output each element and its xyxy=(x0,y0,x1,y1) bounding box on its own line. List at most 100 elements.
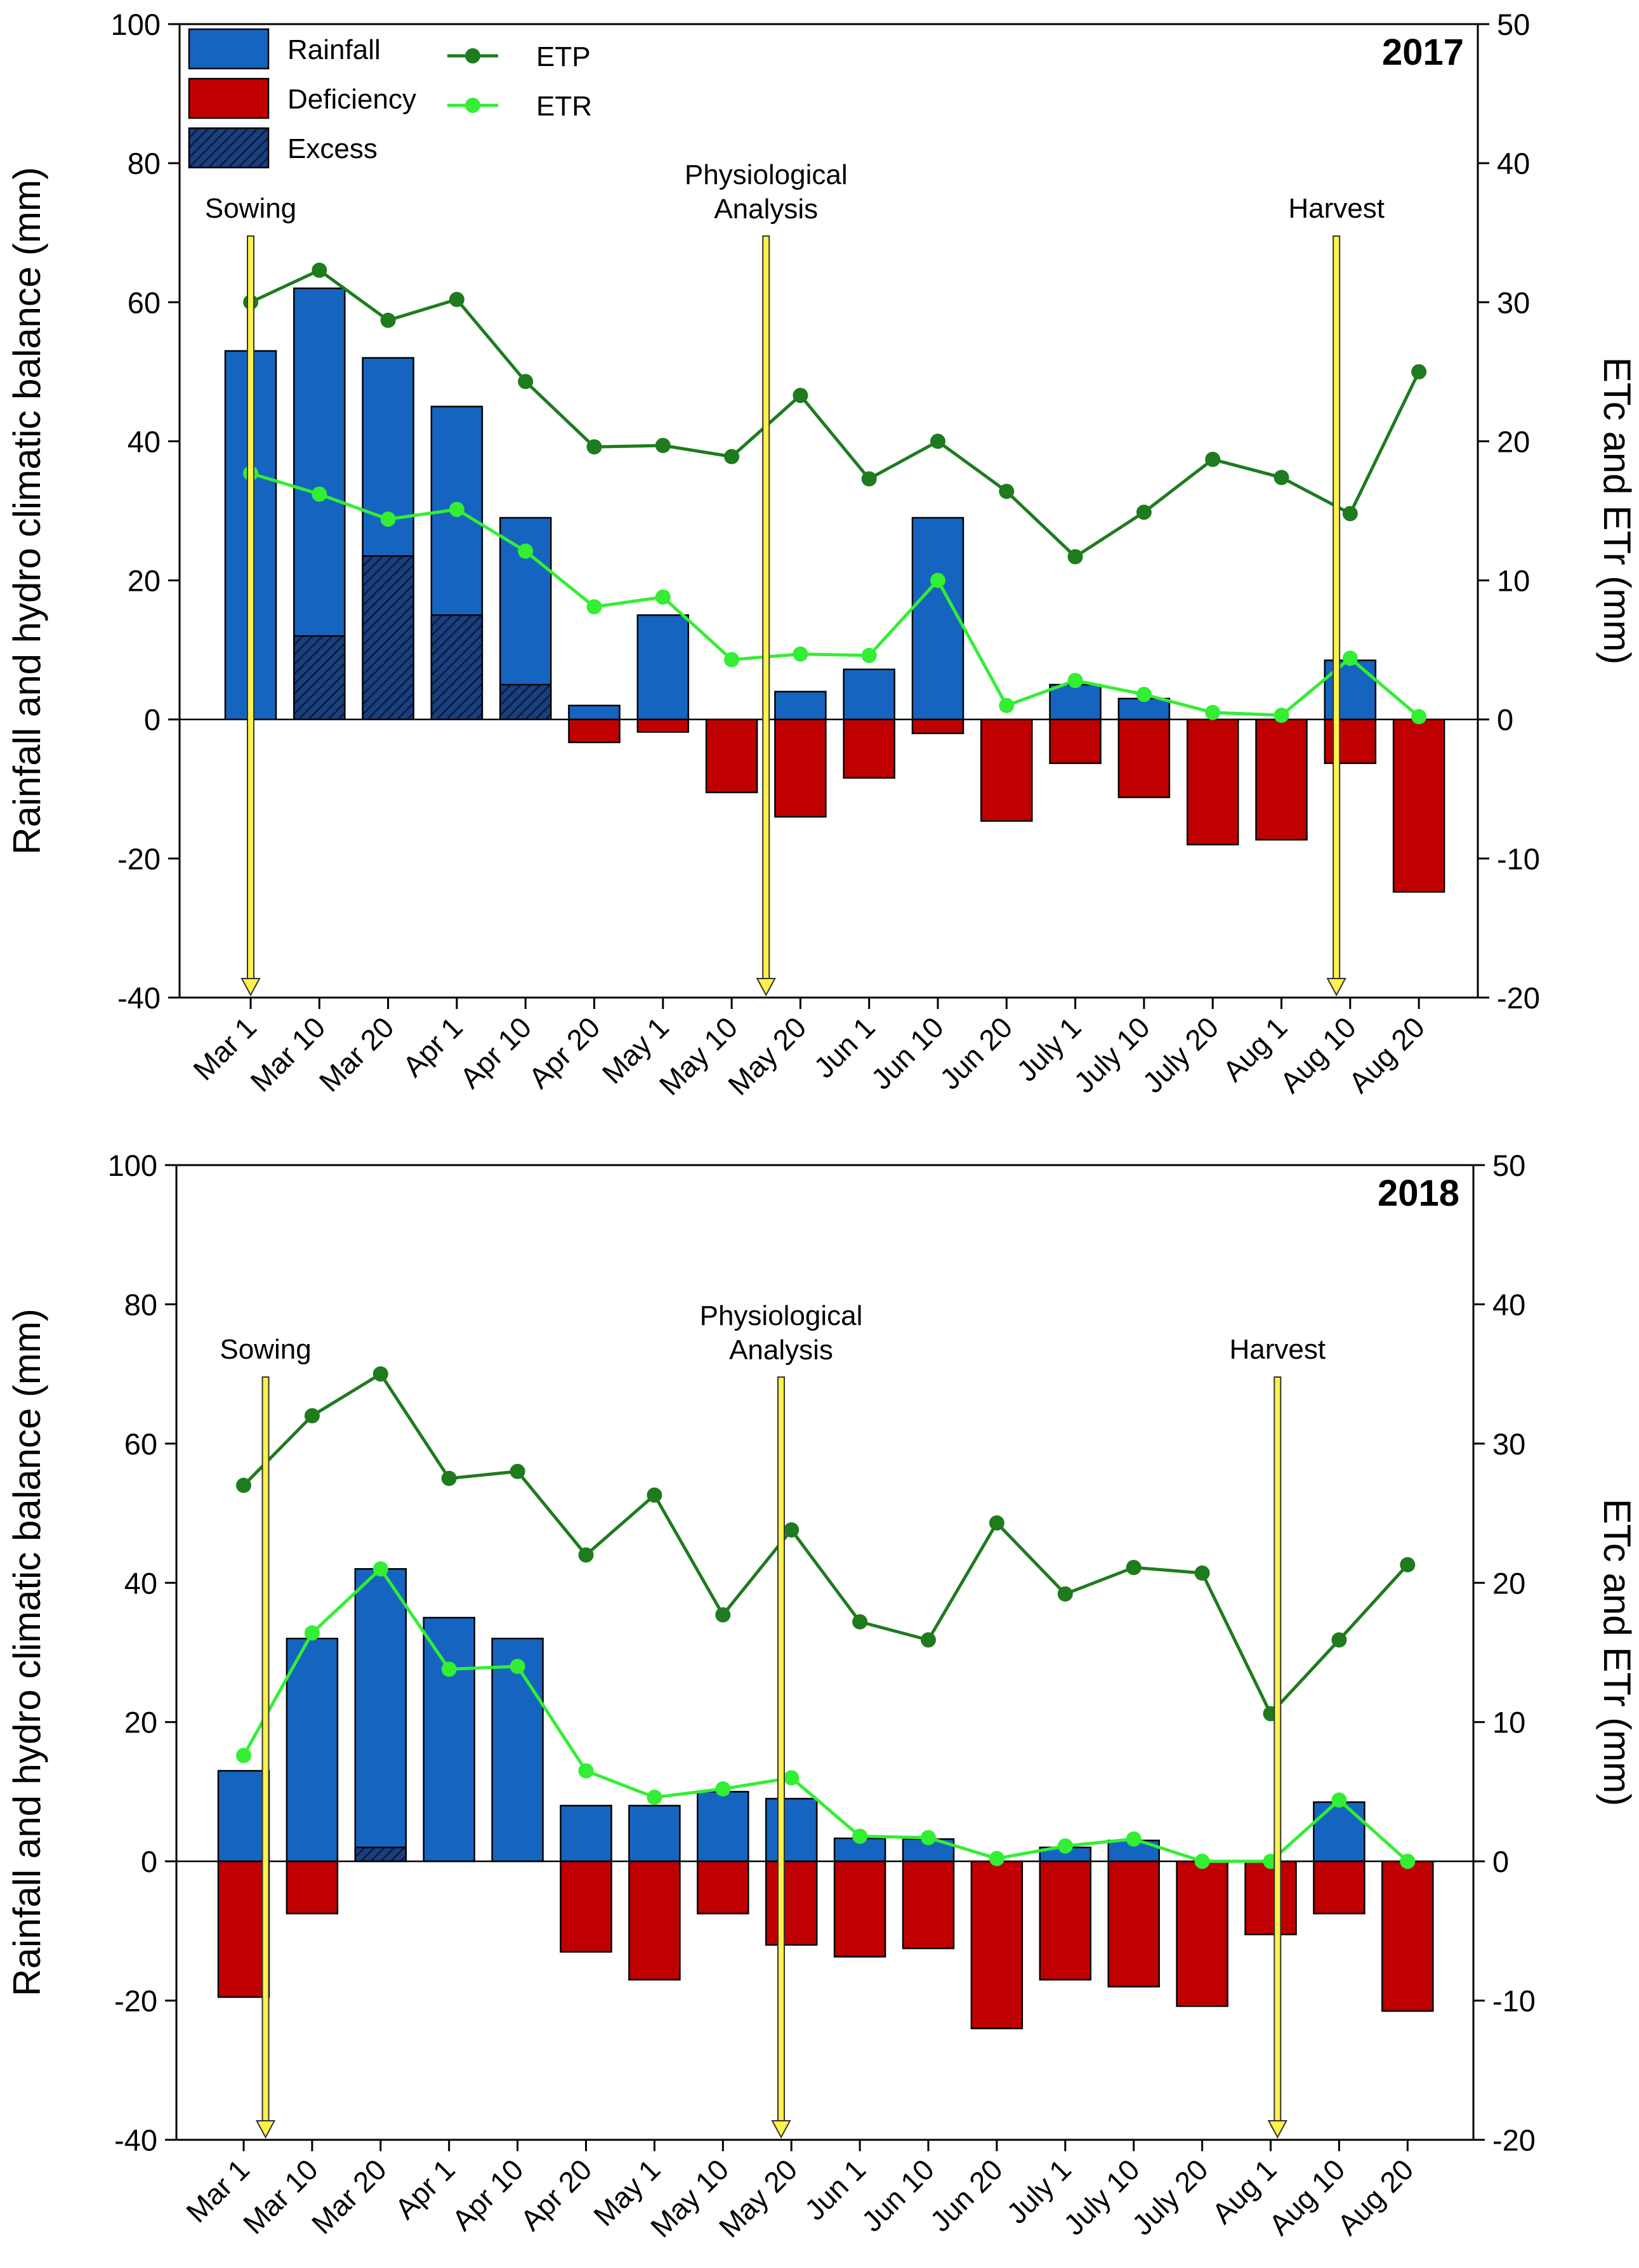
y-tick-label: 40 xyxy=(124,1566,157,1600)
etp-point xyxy=(647,1487,662,1503)
etr-point xyxy=(1274,708,1289,723)
x-tick-label: Jun 10 xyxy=(865,1010,950,1095)
etr-point xyxy=(1331,1792,1347,1808)
legend-label: ETP xyxy=(536,41,591,72)
plot-frame xyxy=(178,23,1479,999)
etr-point xyxy=(586,599,602,615)
rainfall-bar xyxy=(423,1616,475,1863)
rainfall-bar xyxy=(628,1805,681,1863)
annotation-arrow-shaft xyxy=(247,235,254,979)
deficiency-bar xyxy=(286,1860,339,1915)
etr-point xyxy=(1194,1854,1210,1869)
etp-point xyxy=(1194,1565,1210,1581)
x-tick-label: Apr 10 xyxy=(454,1010,538,1095)
x-tick-label: Jun 10 xyxy=(855,2153,940,2238)
y2-tick-label: 50 xyxy=(1497,8,1530,41)
excess-bar xyxy=(293,635,346,720)
etr-point xyxy=(784,1770,800,1786)
chart-panel-2018: Sowing Physiological Analysis Harvest -40 -20… xyxy=(6,1149,1638,2244)
etr-point xyxy=(655,589,671,605)
y2-tick-label: 0 xyxy=(1497,703,1513,737)
deficiency-bar xyxy=(774,718,827,818)
excess-bar xyxy=(354,1846,407,1863)
etr-point xyxy=(999,697,1015,713)
excess-bar xyxy=(499,683,552,720)
rainfall-bar xyxy=(1049,683,1102,720)
annotation-arrow-shaft xyxy=(777,1376,786,2121)
deficiency-bar xyxy=(568,718,621,744)
x-tick-label: May 10 xyxy=(653,1010,744,1101)
etr-point xyxy=(921,1830,936,1845)
etr-point xyxy=(852,1828,868,1844)
y2-axis-title: ETc and ETr (mm) xyxy=(1596,1499,1638,1806)
y-tick-label: 100 xyxy=(111,8,161,41)
etp-point xyxy=(1274,470,1289,485)
rainfall-bar xyxy=(911,517,964,720)
y-tick-label: 40 xyxy=(128,425,161,458)
rainfall-bar xyxy=(843,668,895,720)
etp-point xyxy=(1205,451,1221,467)
deficiency-bar xyxy=(1186,718,1239,846)
chart-title: 2018 xyxy=(1378,1173,1459,1214)
etp-point xyxy=(1342,506,1358,522)
rainfall-bar xyxy=(286,1637,339,1863)
deficiency-bar xyxy=(970,1860,1024,2029)
y2-tick-label: 10 xyxy=(1497,564,1530,598)
etp-point xyxy=(989,1515,1004,1531)
rainfall-bar xyxy=(217,1770,270,1863)
deficiency-bar xyxy=(560,1860,612,1953)
etr-point xyxy=(1342,650,1358,666)
legend-swatch xyxy=(188,127,270,169)
deficiency-bar xyxy=(1244,1860,1297,1935)
etr-point xyxy=(1400,1854,1416,1869)
plot-frame xyxy=(175,1164,1475,2141)
etr-point xyxy=(1126,1831,1142,1847)
etp-point xyxy=(586,439,602,455)
etp-point xyxy=(1057,1586,1073,1602)
annotation-label: Sowing xyxy=(205,193,296,224)
etr-point xyxy=(715,1781,731,1797)
y2-tick-label: 20 xyxy=(1497,425,1530,458)
etp-point xyxy=(372,1366,388,1382)
annotation-arrow-head xyxy=(1326,978,1346,997)
y2-tick-label: -20 xyxy=(1492,2123,1536,2157)
etr-point xyxy=(578,1763,594,1779)
deficiency-bar xyxy=(1324,718,1377,764)
x-tick-label: July 20 xyxy=(1126,2153,1214,2241)
etr-point xyxy=(861,647,877,663)
etp-point xyxy=(312,262,327,278)
etr-point xyxy=(510,1658,525,1674)
legend-label: Rainfall xyxy=(287,34,381,65)
etp-point xyxy=(1331,1632,1347,1648)
y2-tick-label: 30 xyxy=(1492,1427,1525,1461)
deficiency-bar xyxy=(1176,1860,1228,2007)
etp-point xyxy=(715,1607,731,1623)
deficiency-bar xyxy=(1117,718,1171,798)
deficiency-bar xyxy=(636,718,690,733)
etp-point xyxy=(921,1632,936,1648)
etp-point xyxy=(930,433,945,449)
etp-point xyxy=(861,471,877,487)
etp-point xyxy=(1136,504,1152,520)
annotation-arrow-shaft xyxy=(1333,235,1341,979)
etr-point xyxy=(647,1790,662,1805)
annotation-label: Harvest xyxy=(1288,193,1385,224)
rainfall-bar xyxy=(765,1798,818,1863)
y-tick-label: -40 xyxy=(117,981,161,1015)
y-axis-title: Rainfall and hydro climatic balance (mm) xyxy=(6,1309,48,1996)
deficiency-bar xyxy=(705,718,758,794)
deficiency-bar xyxy=(1255,718,1308,841)
etr-point xyxy=(312,486,327,502)
x-tick-label: Mar 10 xyxy=(244,1010,331,1098)
y-tick-label: 60 xyxy=(124,1427,157,1461)
etp-point xyxy=(784,1522,800,1538)
x-tick-label: Mar 20 xyxy=(313,1010,400,1098)
etr-point xyxy=(372,1561,388,1577)
y2-tick-label: 0 xyxy=(1492,1845,1509,1878)
deficiency-bar xyxy=(697,1860,749,1915)
y2-tick-label: 20 xyxy=(1492,1566,1525,1600)
rainfall-bar xyxy=(774,690,827,720)
legend-label: Excess xyxy=(287,133,378,164)
deficiency-bar xyxy=(843,718,895,779)
